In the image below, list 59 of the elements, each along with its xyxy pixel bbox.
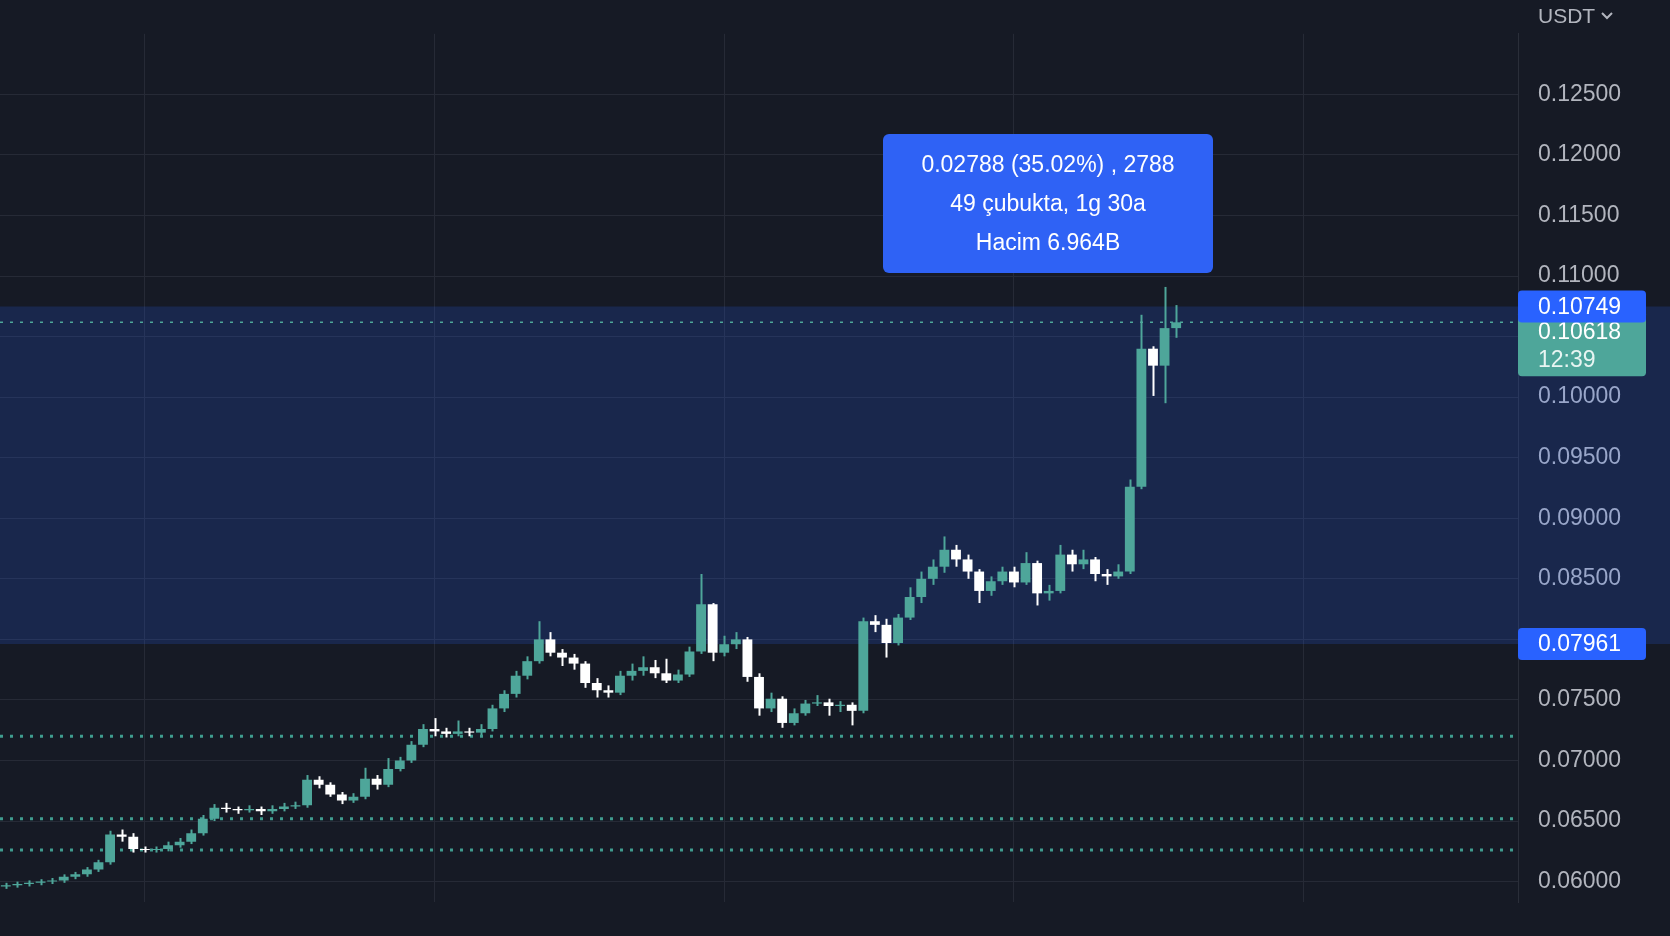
candlestick bbox=[1009, 565, 1019, 589]
candlestick bbox=[591, 677, 602, 699]
y-tick-label: 0.08500 bbox=[1538, 564, 1622, 591]
annotation: 0.10749 bbox=[1538, 292, 1622, 319]
candlestick bbox=[545, 631, 556, 658]
y-tick-label: 0.11000 bbox=[1538, 261, 1620, 288]
y-tick-label: 0.11500 bbox=[1538, 200, 1620, 227]
candlestick bbox=[985, 575, 996, 597]
candlestick bbox=[638, 655, 649, 677]
candlestick bbox=[846, 701, 857, 727]
candlestick bbox=[1078, 548, 1089, 571]
y-tick-label: 0.06500 bbox=[1538, 806, 1622, 833]
candlestick bbox=[962, 553, 973, 580]
y-tick-label: 0.10000 bbox=[1538, 382, 1622, 409]
y-tick-label: 0.12000 bbox=[1538, 140, 1622, 167]
candlestick bbox=[360, 766, 370, 801]
candlestick bbox=[499, 689, 509, 714]
candlestick bbox=[522, 655, 533, 681]
candlestick bbox=[615, 669, 625, 697]
candlestick bbox=[580, 660, 591, 689]
y-tick-label: 0.07500 bbox=[1538, 685, 1622, 712]
candlestick bbox=[719, 634, 730, 658]
candlestick bbox=[128, 832, 139, 854]
candlestick bbox=[997, 565, 1008, 586]
candlestick bbox=[1020, 551, 1031, 586]
candlestick bbox=[661, 657, 672, 684]
candlestick bbox=[510, 669, 521, 699]
y-tick-label: 0.12500 bbox=[1538, 79, 1622, 106]
candlestick bbox=[1148, 345, 1158, 397]
candlestick bbox=[974, 568, 985, 605]
candlestick bbox=[951, 543, 961, 568]
candlestick bbox=[487, 703, 498, 733]
candlestick bbox=[383, 757, 394, 789]
annotation: Hacim 6.964B bbox=[975, 229, 1121, 256]
text: USDT bbox=[1538, 4, 1596, 28]
candlestick bbox=[939, 535, 950, 574]
candlestick bbox=[916, 570, 927, 605]
text: 12:39 bbox=[1538, 345, 1596, 372]
candlestick bbox=[881, 617, 892, 659]
candlestick bbox=[406, 740, 417, 764]
candlestick bbox=[765, 691, 776, 714]
candlestick bbox=[904, 586, 915, 621]
annotation: 0.07961 bbox=[1538, 630, 1622, 657]
info-box: 0.02788 (35.02%) , 2788 49 çubukta, 1g 30a Hacim 6.964B bbox=[883, 134, 1213, 273]
y-tick-label: 0.09000 bbox=[1538, 503, 1622, 530]
candlestick bbox=[927, 558, 938, 586]
candlestick bbox=[533, 620, 544, 665]
candlestick bbox=[649, 658, 660, 680]
y-tick-label: 0.09500 bbox=[1538, 443, 1622, 470]
candlestick bbox=[1090, 556, 1100, 583]
y-tick-label: 0.06000 bbox=[1538, 866, 1622, 893]
candlestick bbox=[197, 814, 208, 837]
candlestick bbox=[418, 723, 428, 749]
annotation: 49 çubukta, 1g 30a bbox=[950, 190, 1146, 217]
y-tick-label: 0.07000 bbox=[1538, 745, 1622, 772]
annotation: 0.02788 (35.02%) , 2788 bbox=[921, 151, 1175, 178]
candlestick bbox=[1066, 548, 1077, 573]
candlestick bbox=[684, 645, 695, 678]
ref-line-label: 0.10618 bbox=[1538, 317, 1622, 344]
